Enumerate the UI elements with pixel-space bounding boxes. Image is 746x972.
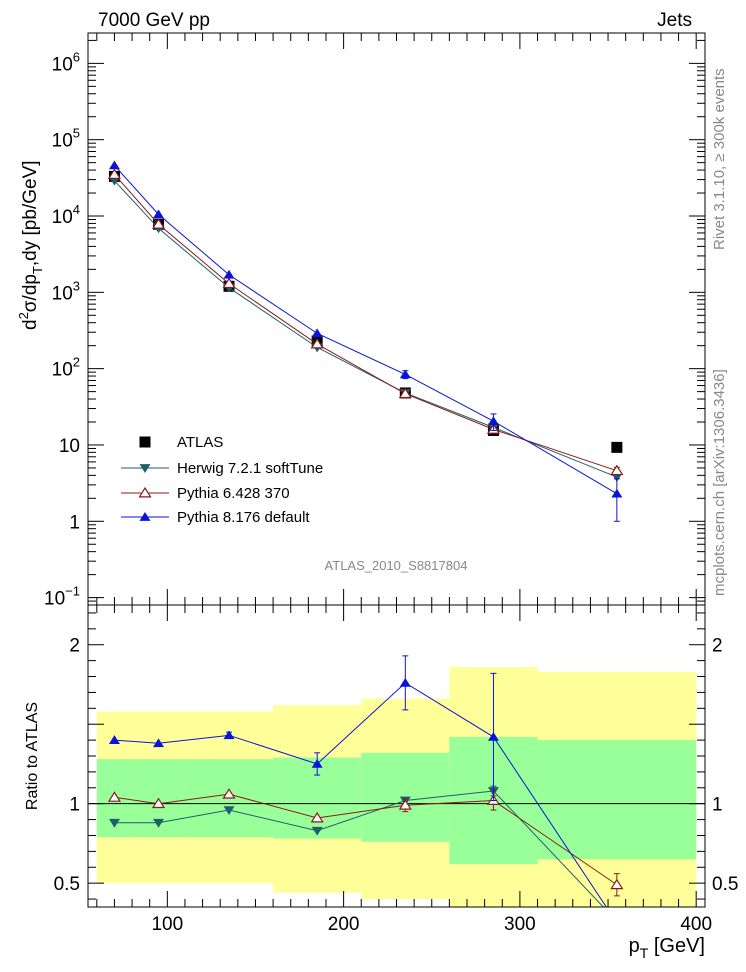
ratio-y-tick-label-right: 1 <box>712 795 723 816</box>
legend-entry-atlas: ATLAS <box>139 434 223 451</box>
legend-label-pythia8: Pythia 8.176 default <box>177 509 310 526</box>
ratio-point-pythia6 <box>310 811 324 823</box>
main-point-pythia6 <box>107 168 122 179</box>
main-y-axis-label: d2σ/dpT,dy [pb/GeV] <box>16 160 45 330</box>
ratio-point-pythia6 <box>222 788 236 799</box>
ratio-point-pythia6 <box>151 797 166 809</box>
legend: ATLAS Herwig 7.2.1 softTune Pythia 6.428 3… <box>121 434 323 526</box>
main-point-pythia6 <box>398 387 412 399</box>
main-axis-ticks <box>88 33 705 606</box>
main-y-tick-label: 106 <box>52 49 80 75</box>
main-line-pythia6 <box>114 174 618 472</box>
main-point-pythia8 <box>611 488 623 498</box>
main-point-pythia8 <box>223 269 235 279</box>
ratio-y-tick-labels: 0.5 0.5 1 1 2 2 <box>54 636 739 895</box>
main-series-pythia8 <box>108 160 623 522</box>
legend-marker-atlas <box>139 436 151 448</box>
legend-label-atlas: ATLAS <box>177 434 223 451</box>
mcplots-source-label: mcplots.cern.ch [arXiv:1306.3436] <box>711 369 728 596</box>
rivet-version-label: Rivet 3.1.10, ≥ 300k events <box>711 68 728 250</box>
ratio-point-pythia8 <box>223 730 235 740</box>
main-line-herwig <box>114 180 618 478</box>
ratio-series-pythia8 <box>108 655 607 907</box>
legend-entry-pythia8: Pythia 8.176 default <box>121 509 310 526</box>
ratio-y-tick-label-left: 2 <box>69 636 80 657</box>
x-tick-label: 300 <box>504 914 536 935</box>
x-tick-label: 200 <box>328 914 360 935</box>
main-series-atlas <box>108 170 623 453</box>
main-panel: 10−1 1 10 102 103 104 105 106 d2σ/dpT,dy [pb/Ge… <box>16 32 706 610</box>
ratio-y-tick-label-right: 2 <box>712 636 723 657</box>
legend-label-herwig: Herwig 7.2.1 softTune <box>177 460 323 477</box>
header-energy-label: 7000 GeV pp <box>98 10 210 31</box>
main-point-pythia6 <box>151 218 166 229</box>
legend-marker-pythia8 <box>139 512 151 521</box>
ratio-point-herwig <box>108 818 120 828</box>
main-series-pythia6 <box>107 168 624 476</box>
legend-entry-herwig: Herwig 7.2.1 softTune <box>121 460 323 477</box>
x-tick-label: 100 <box>151 914 183 935</box>
ratio-y-tick-label-right: 0.5 <box>712 874 738 895</box>
ratio-point-herwig <box>153 818 165 828</box>
legend-marker-herwig <box>139 464 151 473</box>
x-tick-labels: 100 200 300 400 <box>151 914 712 935</box>
main-point-pythia6 <box>222 277 236 289</box>
x-axis-label: pT [GeV] <box>629 935 705 961</box>
legend-marker-pythia6 <box>138 486 152 498</box>
analysis-watermark: ATLAS_2010_S8817804 <box>325 558 468 573</box>
ratio-point-pythia6 <box>610 878 624 890</box>
legend-label-pythia6: Pythia 6.428 370 <box>177 485 290 502</box>
ratio-point-pythia8 <box>487 731 499 741</box>
main-y-tick-label: 102 <box>52 355 80 381</box>
ratio-point-herwig <box>223 806 235 815</box>
main-point-herwig <box>108 176 120 186</box>
ratio-point-herwig <box>311 826 323 836</box>
main-point-pythia6 <box>610 464 624 476</box>
ratio-y-tick-label-left: 0.5 <box>54 874 80 895</box>
main-y-tick-label: 104 <box>52 202 80 228</box>
main-y-tick-label: 105 <box>52 126 80 152</box>
legend-entry-pythia6: Pythia 6.428 370 <box>121 485 290 502</box>
ratio-y-axis-label: Ratio to ATLAS <box>24 702 41 810</box>
ratio-point-pythia8 <box>311 758 323 768</box>
main-y-tick-label: 10 <box>59 436 80 457</box>
main-series-layer <box>107 160 624 522</box>
main-y-tick-label: 103 <box>52 278 80 304</box>
main-point-pythia8 <box>399 369 411 379</box>
ratio-point-pythia8 <box>108 735 120 744</box>
main-point-pythia8 <box>108 160 120 170</box>
main-point-pythia6 <box>310 337 324 349</box>
ratio-point-pythia6 <box>107 791 122 802</box>
ratio-point-pythia8 <box>153 738 165 748</box>
main-point-pythia8 <box>311 328 323 338</box>
main-y-tick-labels: 10−1 1 10 102 103 104 105 106 <box>44 49 80 609</box>
main-point-pythia8 <box>153 209 165 219</box>
x-tick-label: 400 <box>680 914 712 935</box>
ratio-panel: 0.5 0.5 1 1 2 2 100 200 300 400 Ratio to ATLAS p… <box>24 604 739 961</box>
ratio-y-tick-label-left: 1 <box>69 795 80 816</box>
header-process-label: Jets <box>657 10 692 31</box>
main-y-tick-label: 1 <box>69 512 80 533</box>
uncertainty-bands <box>96 666 697 907</box>
ratio-series-layer <box>107 655 624 907</box>
main-y-tick-label: 10−1 <box>44 584 80 610</box>
inner-uncertainty-band <box>537 740 697 860</box>
main-point-pythia8 <box>487 416 499 426</box>
ratio-axis-ticks <box>88 605 705 907</box>
main-point-atlas <box>611 441 623 453</box>
ratio-point-pythia8 <box>399 677 411 687</box>
ratio-point-pythia6 <box>398 799 412 810</box>
main-point-herwig <box>611 473 623 482</box>
